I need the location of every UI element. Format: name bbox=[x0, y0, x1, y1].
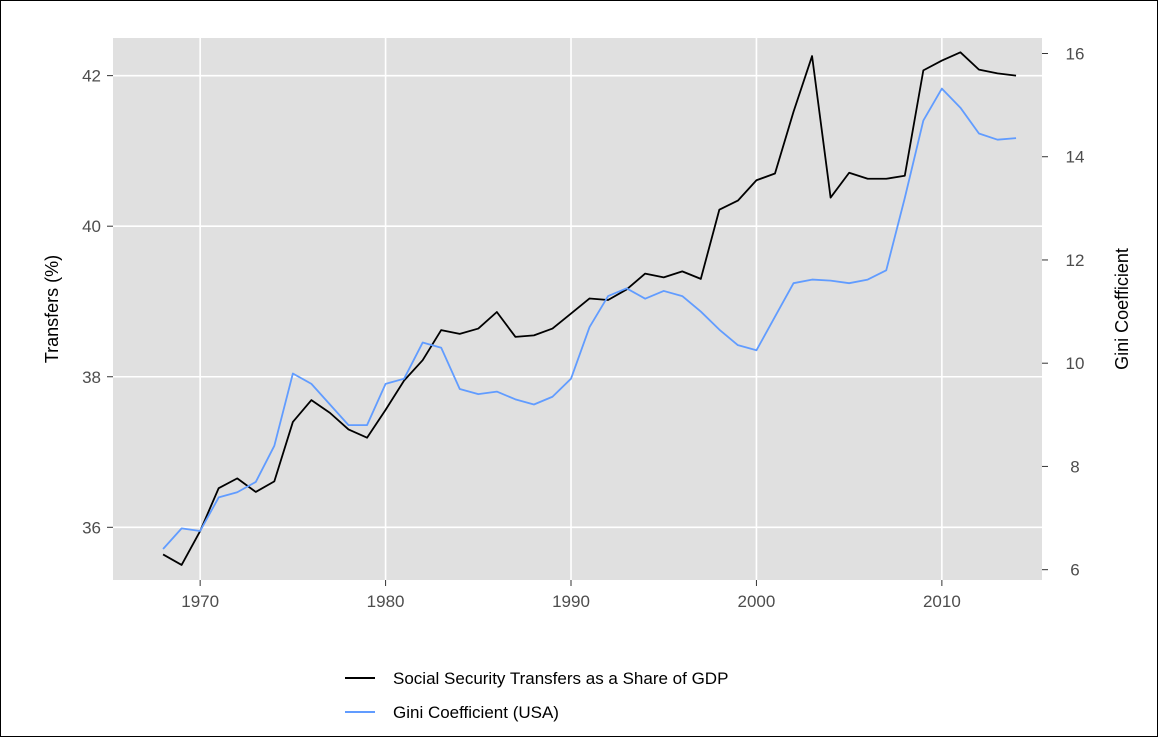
legend: Social Security Transfers as a Share of … bbox=[345, 669, 728, 722]
axes: 1970 1980 1990 2000 2010 36 38 40 42 6 8 10 12 14 16 bbox=[82, 44, 1084, 611]
y-right-tick-label: 6 bbox=[1070, 561, 1079, 580]
y-left-tick-label: 40 bbox=[82, 217, 101, 236]
y-right-tick-label: 8 bbox=[1070, 457, 1079, 476]
y-left-tick-label: 38 bbox=[82, 368, 101, 387]
y-axis-right-title: Gini Coefficient bbox=[1112, 248, 1132, 370]
y-axis-left-title: Transfers (%) bbox=[42, 255, 62, 363]
grid-lines bbox=[113, 38, 1042, 580]
x-tick-label: 2000 bbox=[738, 592, 776, 611]
series-line-gini bbox=[162, 87, 1017, 550]
y-left-tick-label: 36 bbox=[82, 518, 101, 537]
x-tick-label: 1970 bbox=[181, 592, 219, 611]
legend-label-gini: Gini Coefficient (USA) bbox=[393, 703, 559, 722]
series-line-transfers bbox=[162, 51, 1017, 566]
legend-label-transfers: Social Security Transfers as a Share of … bbox=[393, 669, 728, 688]
y-right-tick-label: 12 bbox=[1066, 251, 1085, 270]
x-tick-label: 1990 bbox=[552, 592, 590, 611]
y-right-tick-label: 16 bbox=[1066, 44, 1085, 63]
y-left-tick-label: 42 bbox=[82, 67, 101, 86]
series-lines bbox=[162, 51, 1017, 566]
y-right-tick-label: 14 bbox=[1066, 148, 1085, 167]
x-tick-label: 2010 bbox=[923, 592, 961, 611]
x-tick-label: 1980 bbox=[367, 592, 405, 611]
y-right-tick-label: 10 bbox=[1066, 354, 1085, 373]
